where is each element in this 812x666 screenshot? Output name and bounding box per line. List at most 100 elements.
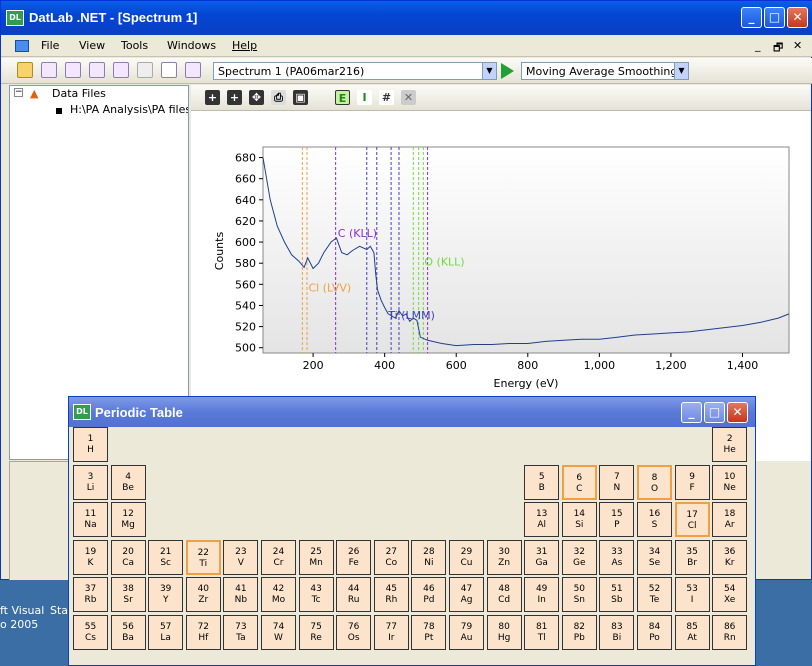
element-ar[interactable]: 18 Ar xyxy=(712,502,748,538)
element-i[interactable]: 53 I xyxy=(674,577,710,613)
smoothing-select[interactable]: Moving Average Smoothing ▼ xyxy=(521,62,689,80)
element-y[interactable]: 39 Y xyxy=(148,577,184,613)
element-br[interactable]: 35 Br xyxy=(674,539,710,575)
search-icon[interactable] xyxy=(137,62,153,78)
element-rn[interactable]: 86 Rn xyxy=(712,615,748,650)
element-ag[interactable]: 47 Ag xyxy=(449,577,484,613)
element-po[interactable]: 84 Po xyxy=(637,615,672,650)
element-tl[interactable]: 81 Tl xyxy=(524,615,560,650)
element-ir[interactable]: 77 Ir xyxy=(373,615,409,650)
element-li[interactable]: 3 Li xyxy=(73,464,108,500)
find-icon[interactable] xyxy=(161,62,177,78)
tree-root-label[interactable]: Data Files xyxy=(52,87,106,100)
element-al[interactable]: 13 Al xyxy=(524,502,560,538)
element-rh[interactable]: 45 Rh xyxy=(373,577,409,613)
close-button[interactable]: ✕ xyxy=(787,7,808,28)
element-te[interactable]: 52 Te xyxy=(637,577,672,613)
pt-close-button[interactable]: ✕ xyxy=(727,402,748,423)
chevron-down-icon[interactable]: ▼ xyxy=(482,63,496,79)
element-ba[interactable]: 56 Ba xyxy=(110,615,146,650)
element-rb[interactable]: 37 Rb xyxy=(73,577,108,613)
element-ge[interactable]: 32 Ge xyxy=(561,539,597,575)
element-sc[interactable]: 21 Sc xyxy=(148,539,184,575)
multi-peak-icon[interactable] xyxy=(113,62,129,78)
element-tc[interactable]: 43 Tc xyxy=(298,577,334,613)
peak-icon[interactable] xyxy=(65,62,81,78)
zoom-peak-icon[interactable] xyxy=(89,62,105,78)
element-mg[interactable]: 12 Mg xyxy=(110,502,146,538)
taskbar-text-3[interactable]: o 2005 xyxy=(0,618,39,631)
pt-maximize-button[interactable]: □ xyxy=(704,402,725,423)
element-cd[interactable]: 48 Cd xyxy=(486,577,522,613)
element-ru[interactable]: 44 Ru xyxy=(336,577,372,613)
title-bar[interactable]: DL DatLab .NET - [Spectrum 1] _ □ ✕ xyxy=(1,1,812,35)
element-bi[interactable]: 83 Bi xyxy=(599,615,635,650)
element-he[interactable]: 2 He xyxy=(712,427,748,462)
element-ta[interactable]: 73 Ta xyxy=(223,615,259,650)
settings-icon[interactable] xyxy=(185,62,201,78)
element-pd[interactable]: 46 Pd xyxy=(411,577,447,613)
element-sn[interactable]: 50 Sn xyxy=(561,577,597,613)
element-cr[interactable]: 24 Cr xyxy=(261,539,296,575)
periodic-table-titlebar[interactable]: DL Periodic Table _ □ ✕ xyxy=(69,397,755,427)
element-hg[interactable]: 80 Hg xyxy=(486,615,522,650)
element-as[interactable]: 33 As xyxy=(599,539,635,575)
menu-windows[interactable]: Windows xyxy=(167,39,217,52)
element-cl[interactable]: 17 Cl xyxy=(674,502,710,538)
play-icon[interactable] xyxy=(501,63,514,79)
pt-minimize-button[interactable]: _ xyxy=(681,402,702,423)
element-mo[interactable]: 42 Mo xyxy=(261,577,296,613)
mdi-restore-button[interactable]: 🗗 xyxy=(773,41,784,54)
element-au[interactable]: 79 Au xyxy=(449,615,484,650)
mdi-close-button[interactable]: ✕ xyxy=(793,39,803,52)
menu-view[interactable]: View xyxy=(79,39,106,52)
element-ca[interactable]: 20 Ca xyxy=(110,539,146,575)
plot-icon[interactable] xyxy=(41,62,57,78)
save-icon[interactable]: ▣ xyxy=(293,90,308,105)
element-fe[interactable]: 26 Fe xyxy=(336,539,372,575)
grid-icon[interactable]: # xyxy=(379,90,394,105)
element-na[interactable]: 11 Na xyxy=(73,502,108,538)
element-ga[interactable]: 31 Ga xyxy=(524,539,560,575)
element-be[interactable]: 4 Be xyxy=(110,464,146,500)
element-labels-icon[interactable]: E xyxy=(335,90,350,105)
element-zr[interactable]: 40 Zr xyxy=(185,577,221,613)
element-re[interactable]: 75 Re xyxy=(298,615,334,650)
element-co[interactable]: 27 Co xyxy=(373,539,409,575)
cursor-icon[interactable]: + xyxy=(227,90,242,105)
collapse-toggle[interactable]: − xyxy=(14,87,23,97)
menu-file[interactable]: File xyxy=(41,39,60,52)
element-s[interactable]: 16 S xyxy=(637,502,672,538)
element-ni[interactable]: 28 Ni xyxy=(411,539,447,575)
element-sb[interactable]: 51 Sb xyxy=(599,577,635,613)
element-zn[interactable]: 30 Zn xyxy=(486,539,522,575)
element-cu[interactable]: 29 Cu xyxy=(449,539,484,575)
element-pb[interactable]: 82 Pb xyxy=(561,615,597,650)
element-cs[interactable]: 55 Cs xyxy=(73,615,108,650)
chevron-down-icon[interactable]: ▼ xyxy=(674,63,688,79)
element-v[interactable]: 23 V xyxy=(223,539,259,575)
element-se[interactable]: 34 Se xyxy=(637,539,672,575)
element-si[interactable]: 14 Si xyxy=(561,502,597,538)
taskbar-text-2[interactable]: Star xyxy=(50,604,73,617)
element-k[interactable]: 19 K xyxy=(73,539,108,575)
intensity-icon[interactable]: I xyxy=(357,90,372,105)
taskbar-text-1[interactable]: ft Visual xyxy=(0,604,45,617)
element-ti[interactable]: 22 Ti xyxy=(185,539,221,575)
move-icon[interactable]: ✥ xyxy=(249,90,264,105)
element-pt[interactable]: 78 Pt xyxy=(411,615,447,650)
element-kr[interactable]: 36 Kr xyxy=(712,539,748,575)
element-os[interactable]: 76 Os xyxy=(336,615,372,650)
menu-tools[interactable]: Tools xyxy=(121,39,149,52)
mdi-minimize-button[interactable]: _ xyxy=(755,39,761,52)
element-w[interactable]: 74 W xyxy=(261,615,296,650)
crosshair-icon[interactable]: + xyxy=(205,90,220,105)
element-ne[interactable]: 10 Ne xyxy=(712,464,748,500)
maximize-button[interactable]: □ xyxy=(764,7,785,28)
element-sr[interactable]: 38 Sr xyxy=(110,577,146,613)
print-icon[interactable]: ⎙ xyxy=(271,90,286,105)
